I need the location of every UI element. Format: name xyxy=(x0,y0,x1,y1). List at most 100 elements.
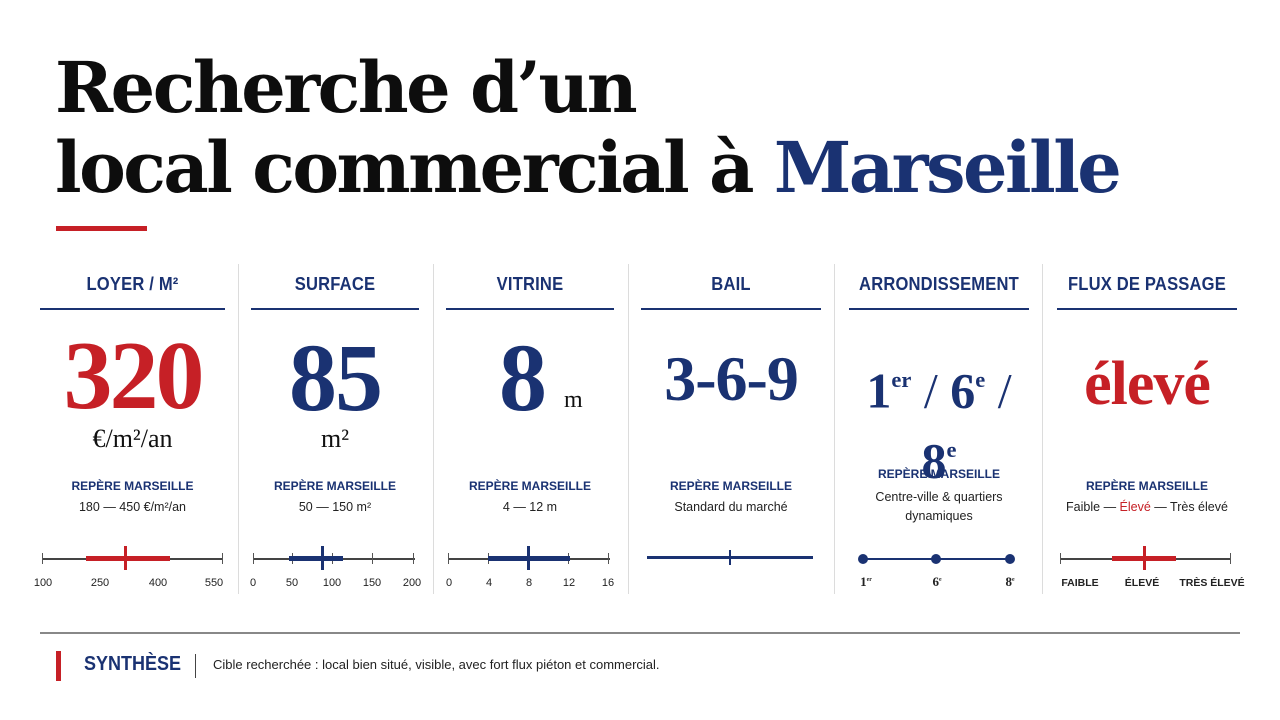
tick-label: 12 xyxy=(562,577,576,589)
metric-value: 8 xyxy=(499,324,547,431)
synthesis-separator xyxy=(195,654,196,678)
column-divider xyxy=(628,264,629,594)
lease-timeline xyxy=(641,544,821,594)
synthesis-accent-bar xyxy=(56,651,61,681)
tick-label: ÉLEVÉ xyxy=(1124,577,1160,589)
metric-header: ARRONDISSEMENT xyxy=(859,274,1019,294)
title-line-2: local commercial à xyxy=(55,126,774,209)
scale-tick xyxy=(222,553,223,564)
header-rule xyxy=(1057,308,1237,310)
reference-label: REPÈRE MARSEILLE xyxy=(273,479,396,493)
tick-label: 1er xyxy=(860,574,872,589)
title-underline xyxy=(56,226,147,231)
reference-value: Centre-ville & quartiers dynamiques xyxy=(875,490,1003,523)
header-rule xyxy=(849,308,1029,310)
header-rule xyxy=(40,308,225,310)
metric-value: élevé xyxy=(1084,350,1211,418)
tick-label: 400 xyxy=(148,577,168,589)
metric-header: VITRINE xyxy=(496,274,564,294)
synthesis-label: SYNTHÈSE xyxy=(84,653,182,675)
range-scale: 100 250 400 550 xyxy=(34,544,225,594)
range-scale: 0 4 8 12 16 xyxy=(446,544,614,594)
tick-label: 200 xyxy=(402,577,422,589)
synthesis-text: Cible recherchée : local bien situé, vis… xyxy=(213,657,660,672)
header-rule xyxy=(641,308,821,310)
district-dot xyxy=(1005,554,1015,564)
reference-value: Faible — Élevé — Très élevé xyxy=(1066,500,1228,514)
flux-scale: FAIBLE ÉLEVÉ TRÈS ÉLEVÉ xyxy=(1057,544,1245,594)
tick-label: 0 xyxy=(445,577,453,589)
header-rule xyxy=(446,308,614,310)
reference-value: 180 — 450 €/m²/an xyxy=(78,500,186,514)
metric-header: FLUX DE PASSAGE xyxy=(1068,274,1226,294)
metric-loyer: LOYER / M² 320 €/m²/an REPÈRE MARSEILLE … xyxy=(34,264,225,594)
header-rule xyxy=(251,308,419,310)
district-number: 1 xyxy=(866,362,892,419)
metric-unit: m² xyxy=(320,424,350,453)
scale-tick xyxy=(1230,553,1231,564)
metric-value: 3-6-9 xyxy=(664,343,799,414)
metric-header: LOYER / M² xyxy=(86,274,179,294)
tick-label: TRÈS ÉLEVÉ xyxy=(1179,577,1245,589)
column-divider xyxy=(834,264,835,594)
scale-marker xyxy=(527,546,530,570)
reference-label: REPÈRE MARSEILLE xyxy=(877,467,1000,481)
metric-bail: BAIL 3-6-9 REPÈRE MARSEILLE Standard du … xyxy=(641,264,821,594)
district-suffix: e xyxy=(946,437,957,463)
page-title: Recherche d’un local commercial à Marsei… xyxy=(55,46,1122,209)
metric-value: 1er / 6e / 8e xyxy=(866,362,1012,489)
district-suffix: er xyxy=(891,367,912,392)
reference-label: REPÈRE MARSEILLE xyxy=(71,479,194,493)
tick-label: 8e xyxy=(1005,574,1015,589)
footer-divider xyxy=(40,632,1240,634)
tick-label: 250 xyxy=(90,577,110,589)
district-number: 8 xyxy=(921,432,947,489)
tick-label: 550 xyxy=(204,577,224,589)
tick-label: 150 xyxy=(362,577,382,589)
reference-value: Standard du marché xyxy=(674,500,788,514)
metric-arrondissement: ARRONDISSEMENT 1er / 6e / 8e REPÈRE MARS… xyxy=(849,264,1029,594)
column-divider xyxy=(433,264,434,594)
reference-label: REPÈRE MARSEILLE xyxy=(468,479,591,493)
metric-value: 85 xyxy=(289,324,383,431)
tick-label: 100 xyxy=(322,577,342,589)
reference-label: REPÈRE MARSEILLE xyxy=(669,479,792,493)
metric-flux: FLUX DE PASSAGE élevé REPÈRE MARSEILLE F… xyxy=(1057,264,1245,594)
scale-range xyxy=(289,556,343,561)
metric-header: BAIL xyxy=(711,274,751,294)
reference-label: REPÈRE MARSEILLE xyxy=(1085,479,1208,493)
range-scale: 0 50 100 150 200 xyxy=(249,544,422,594)
scale-tick xyxy=(413,553,414,564)
column-divider xyxy=(1042,264,1043,594)
metric-header: SURFACE xyxy=(294,274,376,294)
timeline-marker xyxy=(729,550,731,565)
scale-marker xyxy=(124,546,127,570)
scale-range xyxy=(86,556,170,561)
tick-label: 16 xyxy=(601,577,615,589)
scale-tick xyxy=(448,553,449,564)
metric-unit: €/m²/an xyxy=(92,424,173,453)
district-dot xyxy=(931,554,941,564)
tick-label: 4 xyxy=(485,577,493,589)
title-accent-city: Marseille xyxy=(773,126,1122,209)
scale-tick xyxy=(372,553,373,564)
title-line-1: Recherche d’un xyxy=(55,46,638,129)
metric-unit: m xyxy=(564,387,583,413)
metric-surface: SURFACE 85 m² REPÈRE MARSEILLE 50 — 150 … xyxy=(249,264,422,594)
scale-marker xyxy=(1143,546,1146,570)
tick-label: 50 xyxy=(285,577,299,589)
scale-tick xyxy=(253,553,254,564)
district-suffix: e xyxy=(975,367,986,392)
scale-tick xyxy=(608,553,609,564)
metric-vitrine: VITRINE 8 m REPÈRE MARSEILLE 4 — 12 m 0 … xyxy=(446,264,614,594)
tick-label: 100 xyxy=(33,577,53,589)
tick-label: FAIBLE xyxy=(1061,577,1099,589)
metric-value: 320 xyxy=(63,322,205,430)
tick-label: 8 xyxy=(525,577,533,589)
reference-value: 50 — 150 m² xyxy=(298,500,372,514)
scale-marker xyxy=(321,546,324,570)
tick-label: 0 xyxy=(249,577,257,589)
tick-label: 6e xyxy=(932,574,942,589)
district-scale: 1er 6e 8e xyxy=(849,544,1029,594)
